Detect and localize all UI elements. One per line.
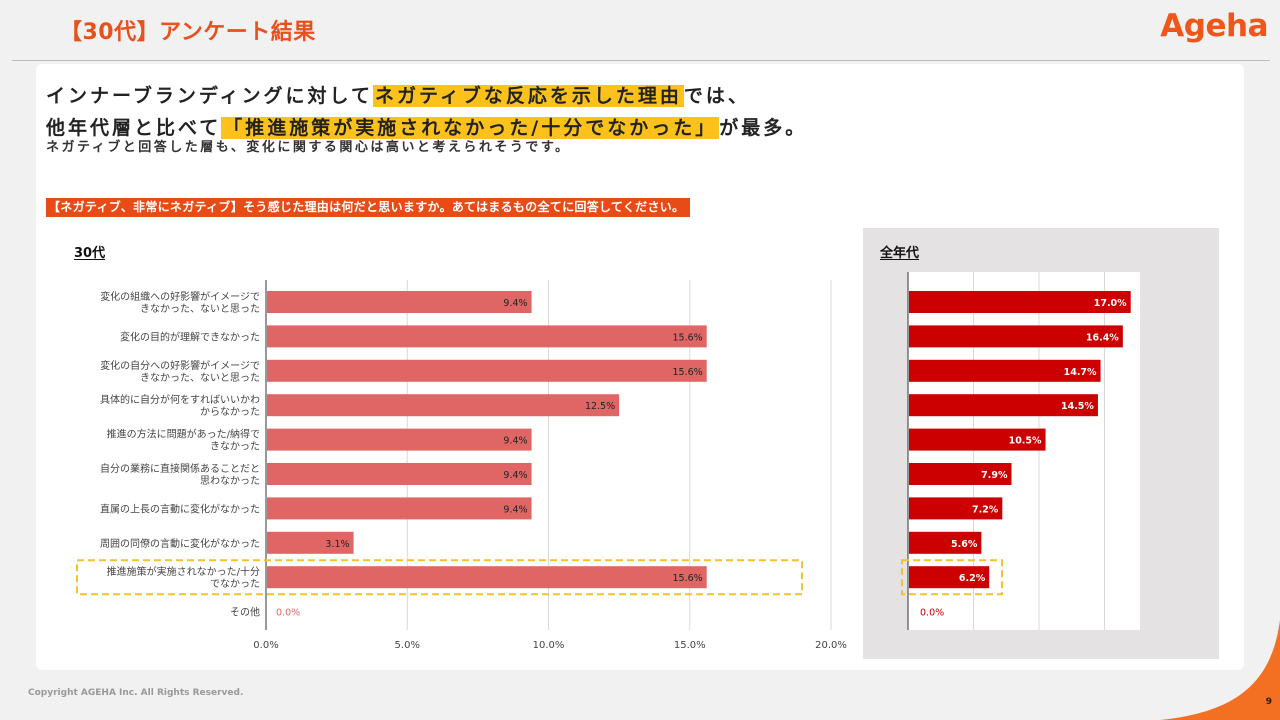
bar: [909, 325, 1123, 348]
corner-decoration: [1160, 620, 1280, 720]
data-label: 12.5%: [585, 401, 615, 412]
category-label: 推進の方法に問題があった/納得で: [107, 428, 260, 441]
data-label: 16.4%: [1086, 332, 1119, 343]
headline-line1-post: では、: [683, 85, 750, 107]
bar: [909, 463, 1012, 485]
highlight-box: [901, 559, 1003, 596]
x-tick-label: 15.0%: [674, 640, 706, 651]
data-label: 0.0%: [920, 608, 944, 619]
ageha-logo: Ageha: [1160, 8, 1268, 44]
bar: [909, 428, 1046, 451]
right-chart-label: 全年代: [880, 246, 920, 261]
headline-line2-highlight: 「推進施策が実施されなかった/十分でなかった」: [221, 117, 720, 139]
category-label: きなかった、ないと思った: [140, 303, 260, 315]
headline-line2-pre: 他年代層と比べて: [46, 117, 222, 139]
category-label: 直属の上長の言動に変化がなかった: [100, 502, 260, 515]
category-label: きなかった: [210, 441, 260, 453]
title-divider: [12, 60, 1270, 61]
category-label: 変化の組織への好影響がイメージで: [100, 290, 260, 303]
bar: [267, 566, 707, 589]
data-label: 9.4%: [503, 298, 527, 309]
category-label: 推進施策が実施されなかった/十分: [107, 565, 260, 578]
category-label: でなかった: [210, 578, 260, 590]
data-label: 14.5%: [1061, 401, 1094, 412]
data-label: 3.1%: [325, 539, 349, 550]
bar: [267, 359, 707, 382]
data-label: 14.7%: [1064, 367, 1097, 378]
x-tick-label: 5.0%: [395, 640, 420, 651]
data-label: 15.6%: [673, 573, 703, 584]
headline: インナーブランディングに対して ネガティブな反応を示した理由 では、 他年代層と比べ…: [46, 80, 807, 144]
category-label: 変化の目的が理解できなかった: [120, 330, 260, 343]
data-label: 15.6%: [673, 332, 703, 343]
bar: [909, 394, 1098, 417]
page-title: 【30代】アンケート結果: [60, 20, 316, 45]
headline-line2-post: が最多。: [719, 117, 808, 139]
headline-subtext: ネガティブと回答した層も、変化に関する関心は高いと考えられそうです。: [46, 140, 571, 155]
highlight-box: [76, 559, 803, 596]
bar: [909, 497, 1003, 520]
bar: [909, 531, 982, 554]
bar: [267, 394, 620, 417]
category-label: からなかった: [200, 406, 260, 418]
bar: [267, 428, 532, 451]
headline-line1-pre: インナーブランディングに対して: [46, 85, 373, 107]
x-tick-label: 0.0%: [253, 640, 278, 651]
data-label: 9.4%: [503, 504, 527, 515]
x-tick-label: 10.0%: [533, 640, 565, 651]
x-tick-label: 20.0%: [815, 640, 847, 651]
question-banner: 【ネガティブ、非常にネガティブ】そう感じた理由は何だと思いますか。あてはまるもの…: [46, 198, 691, 217]
data-label: 15.6%: [673, 367, 703, 378]
bar: [267, 325, 707, 348]
bar: [909, 291, 1131, 313]
left-chart-label: 30代: [74, 246, 106, 261]
data-label: 9.4%: [503, 470, 527, 481]
data-label: 17.0%: [1094, 298, 1127, 309]
category-label: 具体的に自分が何をすればいいかわ: [100, 393, 260, 406]
data-label: 9.4%: [503, 436, 527, 447]
data-label: 0.0%: [276, 608, 300, 619]
bar: [909, 359, 1101, 382]
bar: [267, 463, 532, 485]
bar: [909, 566, 990, 589]
headline-line1-highlight: ネガティブな反応を示した理由: [372, 85, 684, 107]
category-label: その他: [230, 606, 260, 619]
bar: [267, 291, 532, 313]
bar: [267, 531, 354, 554]
data-label: 6.2%: [959, 573, 986, 584]
copyright-text: Copyright AGEHA Inc. All Rights Reserved…: [28, 688, 244, 698]
category-label: 周囲の同僚の言動に変化がなかった: [100, 537, 260, 550]
category-label: 思わなかった: [200, 475, 260, 487]
category-label: 変化の自分への好影響がイメージで: [100, 359, 260, 372]
data-label: 10.5%: [1009, 436, 1042, 447]
page-number: 9: [1265, 697, 1272, 707]
data-label: 5.6%: [951, 539, 978, 550]
data-label: 7.2%: [972, 504, 999, 515]
category-label: 自分の業務に直接関係あることだと: [100, 462, 260, 475]
bar: [267, 497, 532, 520]
category-label: きなかった、ないと思った: [140, 372, 260, 384]
data-label: 7.9%: [981, 470, 1008, 481]
